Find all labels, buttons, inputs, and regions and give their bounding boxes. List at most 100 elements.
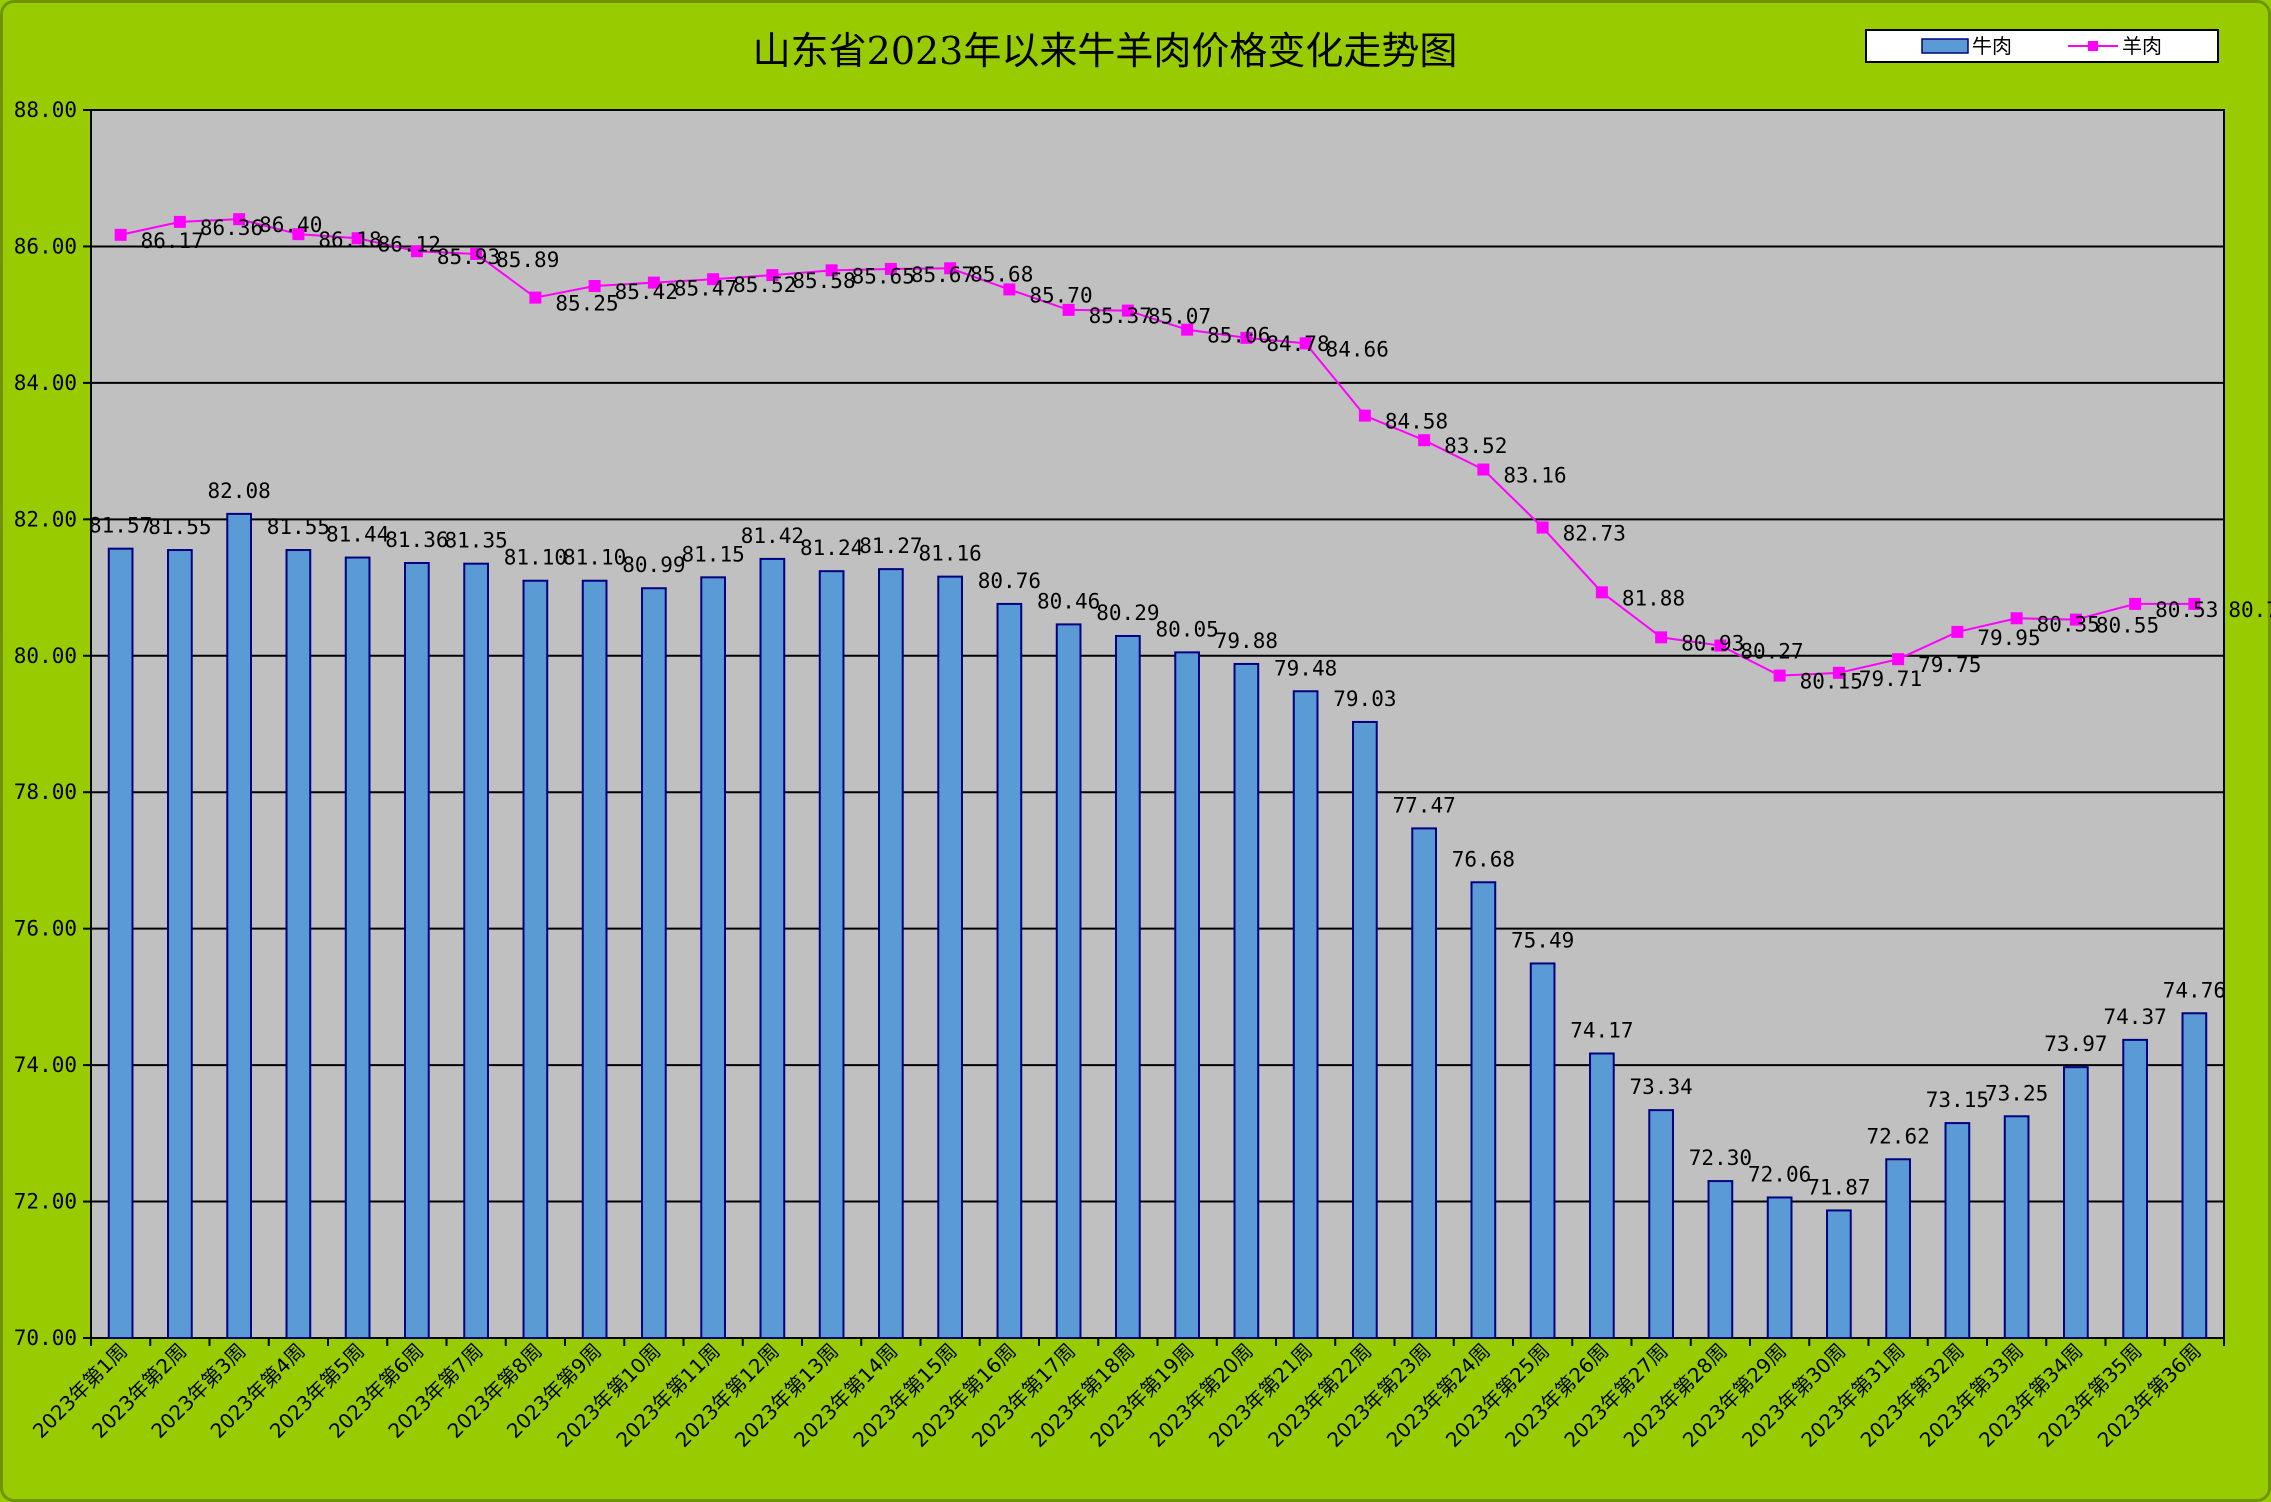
mutton-marker	[1418, 434, 1431, 447]
mutton-data-label: 85.58	[792, 269, 855, 293]
beef-bar	[1470, 881, 1497, 1340]
beef-bar	[818, 570, 845, 1339]
beef-data-label: 77.47	[1393, 793, 1456, 817]
mutton-data-label: 80.93	[1681, 631, 1744, 655]
beef-bar	[167, 549, 193, 1339]
beef-bar	[937, 575, 963, 1339]
mutton-marker	[2188, 597, 2201, 610]
beef-data-label: 76.68	[1452, 847, 1515, 871]
mutton-marker	[233, 213, 246, 226]
mutton-data-label: 86.36	[200, 216, 263, 240]
beef-bar	[878, 568, 904, 1339]
beef-data-label: 74.17	[1570, 1019, 1633, 1043]
beef-data-label: 73.15	[1926, 1088, 1989, 1112]
beef-bar	[1115, 634, 1141, 1339]
x-category-label: 2023年第36周	[2093, 1339, 2206, 1452]
beef-bar	[522, 579, 549, 1339]
beef-bar	[1589, 1052, 1615, 1339]
beef-data-label: 71.87	[1807, 1175, 1870, 1199]
x-category-label: 2023年第31周	[1796, 1339, 1909, 1452]
beef-bar	[226, 512, 252, 1339]
beef-data-label: 80.46	[1037, 589, 1100, 613]
beef-data-labels: 81.5781.5582.0881.5581.4481.3681.3581.10…	[89, 479, 2226, 1200]
beef-bar	[1648, 1109, 1674, 1340]
mutton-marker	[1951, 625, 1964, 638]
y-tick-label: 82.00	[14, 507, 77, 531]
beef-bar	[1174, 651, 1200, 1339]
mutton-data-label: 84.66	[1326, 337, 1389, 361]
plot-area	[90, 109, 2225, 1339]
beef-data-label: 81.35	[445, 529, 508, 553]
x-category-label: 2023年第16周	[908, 1339, 1021, 1452]
legend: 牛肉 羊肉	[1865, 29, 2219, 63]
mutton-marker	[351, 232, 364, 245]
mutton-data-label: 85.07	[1148, 305, 1211, 329]
x-category-label: 2023年第20周	[1145, 1339, 1258, 1452]
x-axis: 2023年第1周2023年第2周2023年第3周2023年第4周2023年第5周…	[28, 1338, 2225, 1452]
mutton-marker	[2069, 613, 2082, 626]
beef-data-label: 81.10	[504, 546, 567, 570]
legend-beef-label: 牛肉	[1972, 34, 2012, 58]
mutton-data-label: 83.16	[1503, 464, 1566, 488]
x-category-label: 2023年第11周	[611, 1339, 724, 1452]
y-tick-label: 70.00	[14, 1326, 77, 1350]
mutton-data-label: 85.68	[970, 262, 1033, 286]
x-category-label: 2023年第29周	[1678, 1339, 1791, 1452]
gridlines	[91, 245, 2224, 1203]
y-axis: 70.00 72.00 74.00 76.00 78.00 80.00 82.00 84.00…	[14, 98, 91, 1350]
mutton-data-label: 80.76	[2228, 598, 2271, 622]
legend-mutton-marker	[2088, 41, 2098, 51]
beef-bar	[1055, 623, 1082, 1339]
mutton-marker	[1358, 409, 1371, 422]
beef-data-label: 79.03	[1333, 687, 1396, 711]
beef-bar	[1411, 827, 1437, 1339]
mutton-marker	[173, 215, 186, 228]
beef-bar	[2063, 1066, 2089, 1340]
mutton-data-label: 86.12	[378, 232, 441, 256]
beef-data-label: 80.99	[622, 553, 685, 577]
beef-data-label: 79.48	[1274, 656, 1337, 680]
beef-data-label: 72.62	[1867, 1124, 1930, 1148]
x-category-label: 2023年第10周	[552, 1339, 665, 1452]
beef-data-label: 82.08	[208, 479, 271, 503]
mutton-marker	[470, 247, 483, 260]
beef-bar	[2122, 1038, 2148, 1339]
beef-data-label: 72.30	[1689, 1146, 1752, 1170]
beef-data-label: 73.25	[1985, 1081, 2048, 1105]
x-category-label: 2023年第15周	[848, 1339, 961, 1452]
beef-bar	[1885, 1158, 1911, 1340]
mutton-data-label: 85.89	[496, 248, 559, 272]
mutton-data-label: 85.65	[852, 264, 915, 288]
beef-data-label: 81.24	[800, 536, 863, 560]
beef-data-label: 79.88	[1215, 629, 1278, 653]
mutton-data-label: 86.18	[318, 228, 381, 252]
mutton-data-label: 80.53	[2155, 598, 2218, 622]
beef-bar	[2003, 1115, 2030, 1340]
beef-data-label: 80.76	[978, 569, 1041, 593]
beef-data-label: 81.44	[326, 523, 389, 547]
x-category-label: 2023年第22周	[1263, 1339, 1376, 1452]
beef-bar	[285, 549, 312, 1339]
y-tick-label: 84.00	[14, 371, 77, 395]
beef-bar	[1529, 962, 1556, 1340]
mutton-data-label: 82.73	[1563, 522, 1626, 546]
mutton-marker	[1062, 303, 1075, 316]
x-category-label: 2023年第13周	[730, 1339, 843, 1452]
mutton-marker	[707, 273, 720, 286]
mutton-data-label: 80.55	[2096, 614, 2159, 638]
beef-bar	[1766, 1196, 1793, 1340]
beef-bar	[1233, 662, 1260, 1339]
beef-data-label: 81.42	[741, 524, 804, 548]
y-tick-label: 78.00	[14, 780, 77, 804]
beef-data-label: 72.06	[1748, 1162, 1811, 1186]
beef-data-label: 81.27	[859, 534, 922, 558]
mutton-marker	[1773, 669, 1786, 682]
x-category-label: 2023年第28周	[1619, 1339, 1732, 1452]
mutton-data-label: 85.67	[911, 263, 974, 287]
mutton-data-label: 80.35	[2037, 612, 2100, 636]
beef-data-label: 74.76	[2163, 978, 2226, 1002]
beef-data-label: 73.97	[2044, 1032, 2107, 1056]
mutton-data-label: 85.52	[733, 273, 796, 297]
